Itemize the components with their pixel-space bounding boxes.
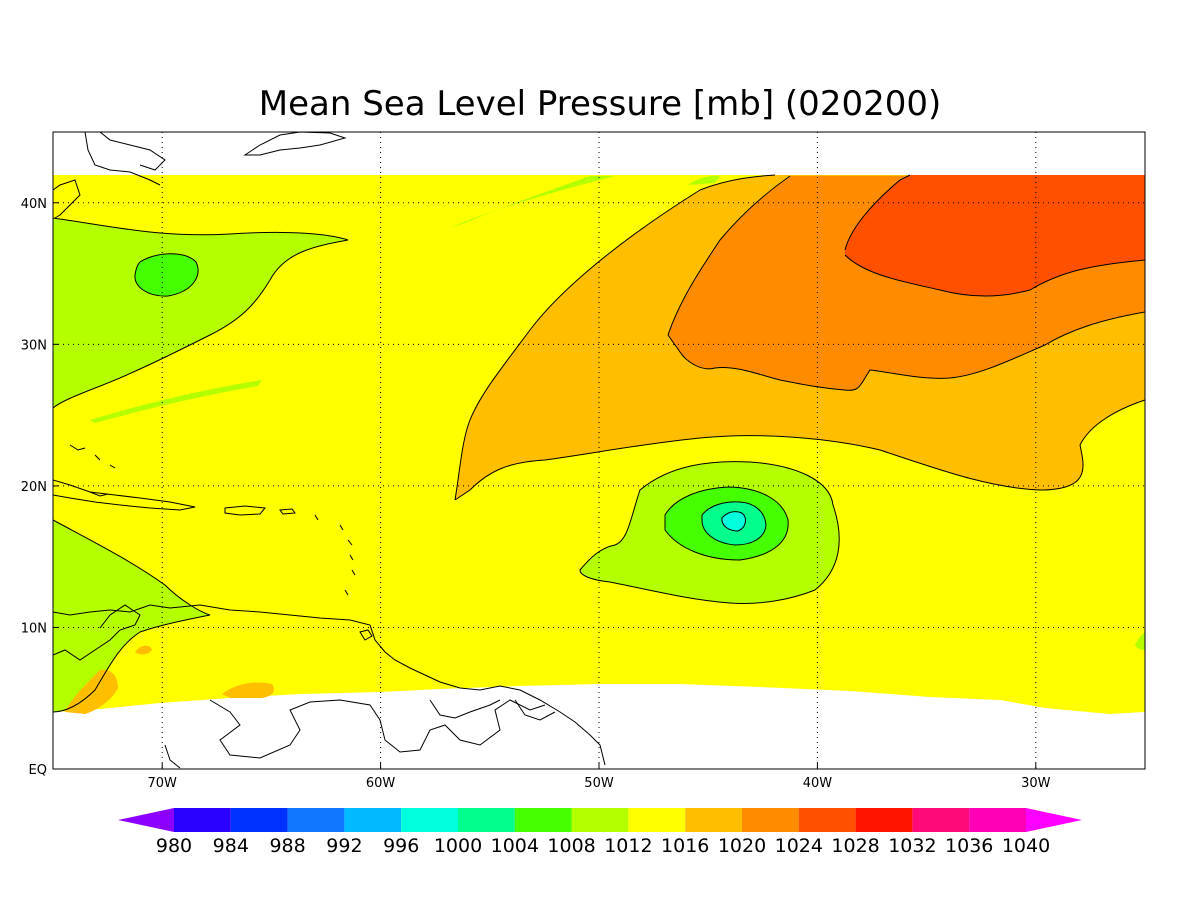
colorbar-label: 1028 [831, 835, 879, 857]
colorbar-label: 1000 [434, 835, 482, 857]
coastlines [53, 132, 606, 769]
coast-north-america [53, 132, 161, 219]
contour-1008-central [664, 486, 789, 561]
coast-lesser-antilles [314, 514, 356, 596]
colorbar-label: 1004 [491, 835, 539, 857]
y-tick-label: 40N [21, 197, 47, 212]
colorbar-swatch [571, 808, 629, 832]
contour-1020 [667, 175, 1145, 391]
colorbar-swatch [514, 808, 572, 832]
y-tick-label: 10N [21, 621, 47, 636]
colorbar-label: 1032 [888, 835, 936, 857]
coast-hispaniola [224, 505, 266, 516]
x-tick-label: 60W [366, 776, 396, 791]
colorbar-label: 1036 [945, 835, 993, 857]
colorbar: 980 984 988 992 996 1000 1004 1008 1012 1016 1020 1… [118, 808, 1082, 857]
y-tick-label: EQ [29, 763, 47, 778]
colorbar-label: 996 [383, 835, 419, 857]
colorbar-swatch [174, 808, 231, 832]
y-tick-label: 30N [21, 338, 47, 353]
map-title: Mean Sea Level Pressure [mb] (020200) [259, 84, 942, 124]
band-1008-1012-west [53, 218, 348, 408]
coast-south-america-interior [164, 699, 546, 769]
coast-nova-scotia [243, 132, 347, 156]
x-tick-label: 50W [584, 776, 614, 791]
colorbar-label: 1020 [718, 835, 766, 857]
colorbar-swatch [401, 808, 458, 832]
colorbar-label: 1012 [604, 835, 652, 857]
band-1016-1020-south-b [222, 682, 274, 698]
colorbar-label: 980 [156, 835, 192, 857]
coast-venezuela [53, 604, 606, 766]
colorbar-swatch [855, 808, 913, 832]
colorbar-swatch [230, 808, 288, 832]
colorbar-swatch [912, 808, 970, 832]
coast-colombia [53, 604, 141, 661]
colorbar-swatch [685, 808, 742, 832]
x-tick-label: 70W [147, 776, 177, 791]
colorbar-swatch-high [1026, 808, 1082, 832]
coast-new-england [99, 132, 166, 171]
colorbar-label: 988 [269, 835, 305, 857]
colorbar-swatch-low [118, 808, 174, 832]
colorbar-swatch [628, 808, 686, 832]
x-tick-label: 30W [1021, 776, 1051, 791]
contour-1024 [844, 174, 1145, 297]
strip-1008-c [688, 175, 720, 185]
colorbar-swatch [969, 808, 1026, 832]
band-1024-1028 [845, 175, 1145, 296]
contour-1008-west [134, 253, 199, 297]
colorbar-label: 992 [326, 835, 362, 857]
colorbar-swatch [344, 808, 402, 832]
band-1008-1012-south [53, 520, 210, 712]
coast-guyana [429, 699, 556, 721]
colorbar-label: 1008 [547, 835, 595, 857]
band-996-1000-central [721, 511, 746, 531]
band-1016-1020-south-c [135, 645, 152, 655]
colorbar-label: 1040 [1002, 835, 1050, 857]
band-1016-1020-south-a [65, 669, 118, 714]
colorbar-label: 1024 [775, 835, 823, 857]
colorbar-swatch [798, 808, 856, 832]
band-1008-1012-east [1135, 632, 1145, 650]
y-tick-label: 20N [21, 480, 47, 495]
coast-bahamas [69, 444, 116, 497]
coast-puerto-rico [279, 508, 296, 515]
band-1004-1008-west [134, 253, 199, 297]
colorbar-label: 1016 [661, 835, 709, 857]
colorbar-swatch [287, 808, 345, 832]
pressure-field [53, 175, 1145, 714]
colorbar-label: 984 [213, 835, 249, 857]
colorbar-swatch [458, 808, 515, 832]
contour-lines [53, 174, 1145, 713]
x-tick-label: 40W [803, 776, 833, 791]
y-axis: EQ 10N 20N 30N 40N [21, 197, 59, 778]
x-axis: 70W 60W 50W 40W 30W [147, 763, 1051, 791]
coast-trinidad [359, 629, 373, 641]
contour-1012-west [53, 217, 349, 409]
contour-1012-south [53, 519, 211, 713]
contour-1012-central [579, 461, 840, 604]
strip-1008-b [90, 380, 262, 423]
contour-1004-central [701, 501, 767, 546]
colorbar-swatch [742, 808, 799, 832]
contour-1000-central [721, 511, 746, 532]
contour-1016 [454, 174, 1145, 501]
